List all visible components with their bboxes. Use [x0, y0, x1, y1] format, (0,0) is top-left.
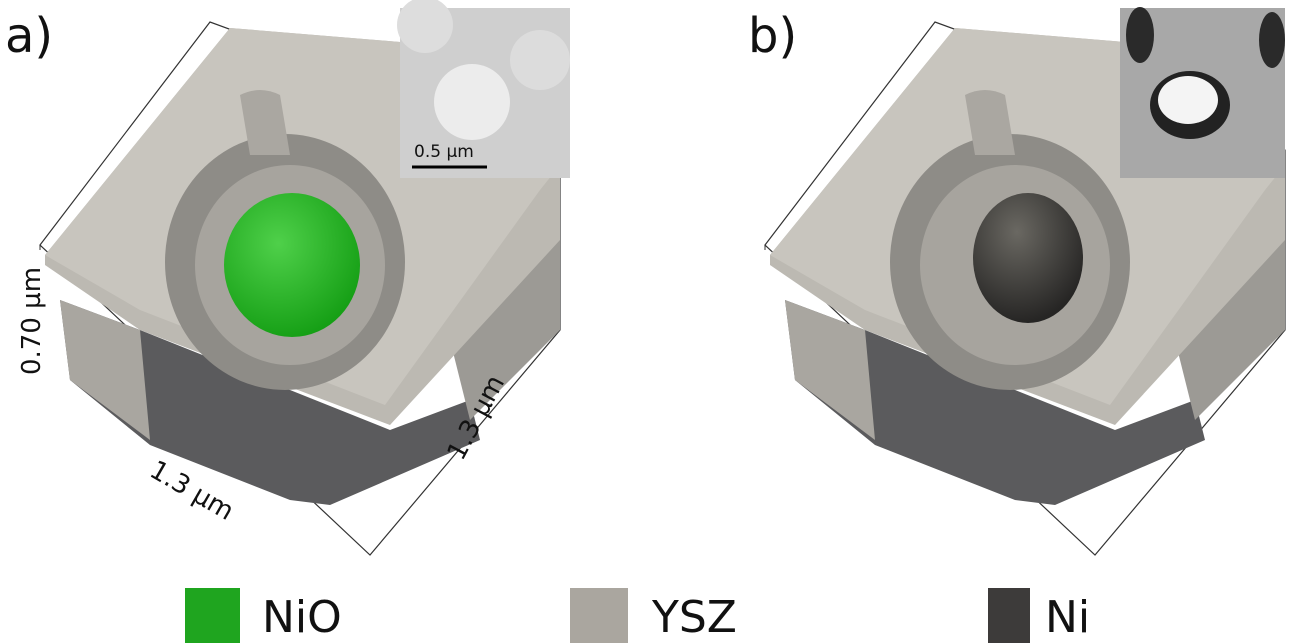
legend-swatch [988, 588, 1030, 643]
figure: 0.5 µm a) 0.70 µm 1.3 µm 1.3 µm b) NiO Y… [0, 0, 1292, 644]
nio-particle [224, 193, 360, 337]
legend-swatch [185, 588, 240, 643]
ni-particle [973, 193, 1083, 323]
panel-b: b) [748, 7, 1285, 555]
panel-label: a) [5, 8, 53, 64]
legend-swatch [570, 588, 628, 643]
legend-label: NiO [262, 592, 342, 643]
panel-label: b) [748, 8, 797, 64]
legend-label: YSZ [651, 592, 737, 643]
panel-a: 0.5 µm a) 0.70 µm 1.3 µm 1.3 µm [5, 0, 570, 555]
dimension-label: 0.70 µm [17, 267, 47, 375]
legend-label: Ni [1045, 592, 1090, 643]
scale-bar-label: 0.5 µm [414, 142, 474, 162]
legend: NiO YSZ Ni [185, 588, 1090, 643]
